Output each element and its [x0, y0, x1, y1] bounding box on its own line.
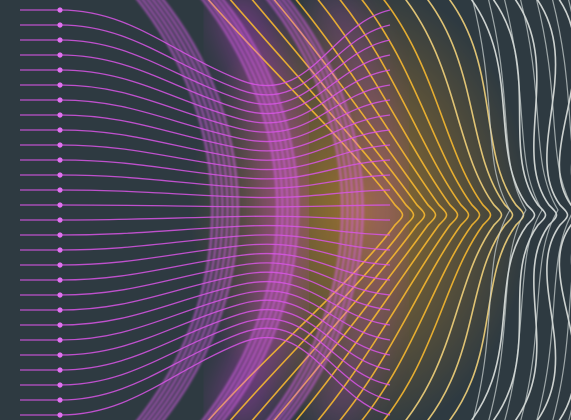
field-dot	[57, 22, 63, 28]
field-line	[20, 129, 391, 161]
field-dot	[57, 187, 63, 193]
field-dot	[57, 322, 63, 328]
field-dot	[57, 172, 63, 178]
field-line	[20, 243, 391, 266]
contour-line	[487, 0, 527, 420]
magenta-arc	[201, 0, 279, 420]
contour-line	[503, 0, 543, 420]
field-dot	[57, 37, 63, 43]
contour-line	[207, 0, 404, 420]
contour-line	[404, 0, 503, 420]
magenta-arc	[141, 0, 219, 420]
field-line	[20, 327, 391, 401]
field-line	[20, 204, 391, 208]
contour-line	[339, 0, 470, 420]
magenta-arc	[206, 0, 284, 420]
field-line	[20, 224, 391, 236]
field-dot	[57, 367, 63, 373]
field-line	[20, 144, 391, 171]
field-dot	[57, 67, 63, 73]
field-line	[20, 174, 391, 189]
field-lines	[20, 0, 571, 420]
magenta-arc	[221, 0, 299, 420]
contour-line	[536, 0, 569, 420]
field-line	[20, 280, 391, 326]
contour-line	[471, 0, 511, 420]
field-line	[20, 9, 391, 87]
field-line	[20, 39, 391, 105]
field-line	[20, 189, 391, 199]
magenta-arc	[151, 0, 229, 420]
field-line	[20, 308, 391, 371]
field-line	[20, 84, 391, 133]
magenta-arc	[266, 0, 344, 420]
field-line	[20, 24, 391, 96]
magenta-arc	[276, 0, 354, 420]
field-line	[20, 234, 391, 251]
field-dot	[57, 52, 63, 58]
contour-line	[519, 0, 559, 420]
field-line	[20, 318, 391, 386]
magenta-arc	[216, 0, 294, 420]
magenta-arc	[211, 0, 289, 420]
field-dot	[57, 262, 63, 268]
field-line	[20, 69, 391, 124]
field-dot	[57, 112, 63, 118]
field-line	[20, 159, 391, 180]
field-dot	[57, 142, 63, 148]
contour-line	[273, 0, 437, 420]
field-line	[20, 271, 391, 311]
field-dot	[57, 82, 63, 88]
contour-line	[514, 0, 558, 420]
field-dot	[57, 217, 63, 223]
field-dot	[57, 412, 63, 418]
field-line	[20, 114, 391, 152]
field-line	[20, 336, 391, 416]
magenta-arc	[156, 0, 234, 420]
field-line	[20, 215, 391, 221]
field-dot	[57, 157, 63, 163]
contour-line	[535, 0, 571, 420]
field-line	[20, 99, 391, 143]
field-dot	[57, 292, 63, 298]
field-dot	[57, 97, 63, 103]
field-dot	[57, 337, 63, 343]
magenta-arc	[271, 0, 349, 420]
field-dot	[57, 202, 63, 208]
magenta-arc	[281, 0, 359, 420]
magenta-arc	[286, 0, 364, 420]
field-dot	[57, 307, 63, 313]
field-dot	[57, 277, 63, 283]
field-line	[20, 54, 391, 115]
field-dot	[57, 382, 63, 388]
contour-line	[361, 0, 481, 420]
magenta-arc	[136, 0, 214, 420]
field-line	[20, 252, 391, 281]
contour-line	[426, 0, 514, 420]
field-line	[20, 262, 391, 296]
magenta-arc	[161, 0, 239, 420]
contour-line	[382, 0, 492, 420]
field-dot	[57, 232, 63, 238]
field-dot	[57, 352, 63, 358]
field-dot	[57, 247, 63, 253]
field-line	[20, 290, 391, 341]
field-dot	[57, 7, 63, 13]
magenta-glow	[317, 0, 398, 420]
contour-line	[470, 0, 536, 420]
field-line	[20, 299, 391, 356]
contour-line	[295, 0, 448, 420]
field-dot	[57, 397, 63, 403]
contour-line	[551, 0, 571, 420]
field-dot	[57, 127, 63, 133]
